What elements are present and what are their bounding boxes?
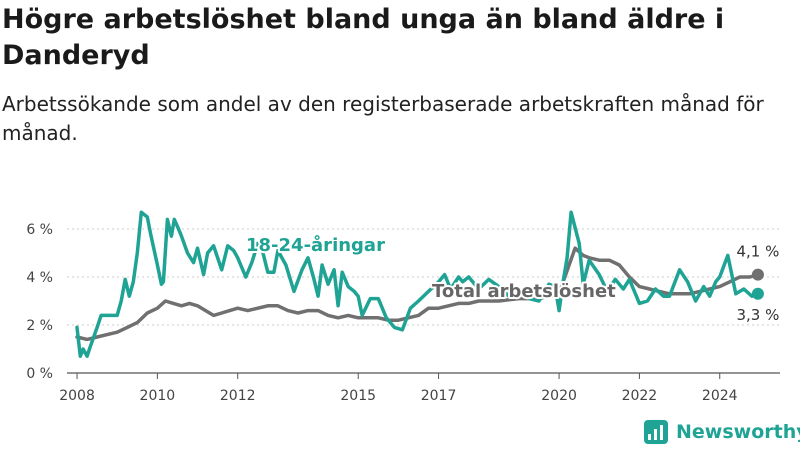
series-end-point-youth <box>751 287 764 300</box>
y-tick-label: 0 % <box>26 366 53 382</box>
x-tick-label: 2015 <box>340 388 376 404</box>
end-value-label-total: 4,1 % <box>736 243 779 261</box>
x-tick-label: 2024 <box>702 388 738 404</box>
chart-title: Högre arbetslöshet bland unga än bland ä… <box>2 4 725 71</box>
series-label-total: Total arbetslöshet <box>432 281 616 302</box>
newsworthy-logo: Newsworthy <box>644 420 800 444</box>
end-value-label-youth: 3,3 % <box>736 306 779 324</box>
x-tick-label: 2012 <box>220 388 256 404</box>
x-tick-label: 2017 <box>421 388 457 404</box>
x-tick-label: 2010 <box>140 388 176 404</box>
brand-name: Newsworthy <box>676 421 800 443</box>
series-label-youth: 18-24-åringar <box>246 234 385 256</box>
y-tick-label: 6 % <box>26 222 53 238</box>
y-tick-label: 2 % <box>26 318 53 334</box>
x-tick-label: 2008 <box>59 388 95 404</box>
series-labels: 18-24-åringar Total arbetslöshet 4,1 % 3,3 … <box>244 232 781 326</box>
grid-lines <box>67 228 780 374</box>
x-tick-label: 2020 <box>541 388 577 404</box>
series-line-youth <box>75 210 760 358</box>
axis-ticks: 0 % 2 % 4 % 6 % 2008 2010 2012 2015 2017 2020 2022… <box>26 222 737 404</box>
series-line-total <box>75 246 760 342</box>
series-lines <box>75 210 764 358</box>
chart-subtitle: Arbetssökande som andel av den registerb… <box>2 92 764 145</box>
y-tick-label: 4 % <box>26 270 53 286</box>
bar-chart-logo-icon <box>644 420 668 444</box>
x-tick-label: 2022 <box>622 388 658 404</box>
series-end-point-total <box>751 268 764 281</box>
